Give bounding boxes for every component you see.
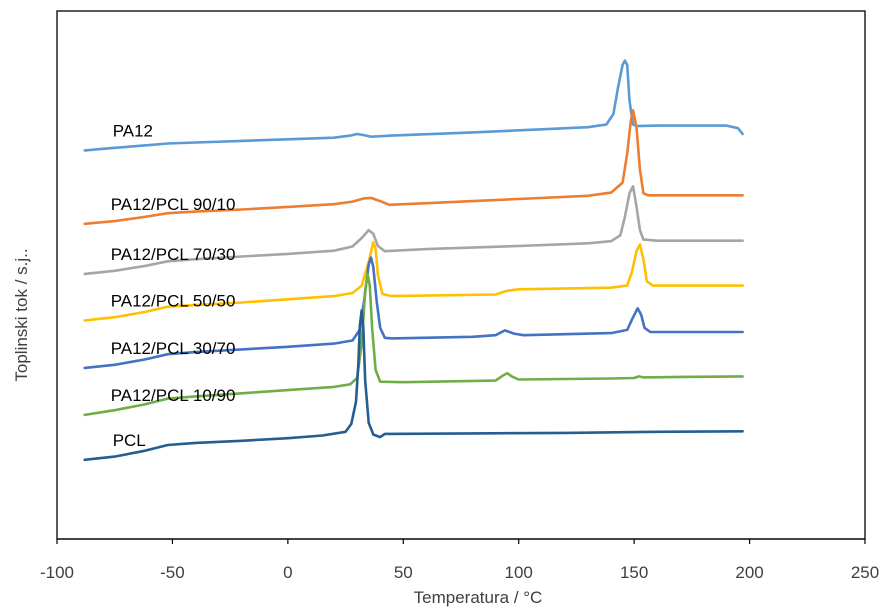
x-tick-label: 150 (620, 563, 648, 582)
x-tick-label: 200 (735, 563, 763, 582)
x-tick-labels: -100 -50 0 50 100 150 200 250 (40, 563, 879, 582)
series-labels: PA12 PA12/PCL 90/10 PA12/PCL 70/30 PA12/PCL… (111, 121, 236, 449)
series-line (83, 59, 744, 152)
series-lines (83, 59, 744, 462)
series-line (83, 241, 744, 322)
series-line (83, 272, 744, 417)
series-line (83, 185, 744, 276)
x-axis-title: Temperatura / °C (414, 588, 543, 607)
x-tick-label: 250 (851, 563, 879, 582)
series-label: PCL (113, 431, 146, 450)
series-label: PA12/PCL 70/30 (111, 245, 236, 264)
x-tick-label: -50 (160, 563, 185, 582)
series-label: PA12 (113, 121, 153, 140)
series-label: PA12/PCL 10/90 (111, 386, 236, 405)
series-label: PA12/PCL 90/10 (111, 195, 236, 214)
series-label: PA12/PCL 50/50 (111, 291, 236, 310)
series-label: PA12/PCL 30/70 (111, 339, 236, 358)
series-line (83, 256, 744, 370)
series-line (83, 309, 744, 462)
x-tick-marks (56, 539, 866, 544)
y-axis-title: Toplinski tok / s.j.. (12, 248, 31, 381)
series-line (83, 109, 744, 226)
x-tick-label: 100 (505, 563, 533, 582)
x-tick-label: 0 (283, 563, 292, 582)
x-tick-label: 50 (394, 563, 413, 582)
x-tick-label: -100 (40, 563, 74, 582)
